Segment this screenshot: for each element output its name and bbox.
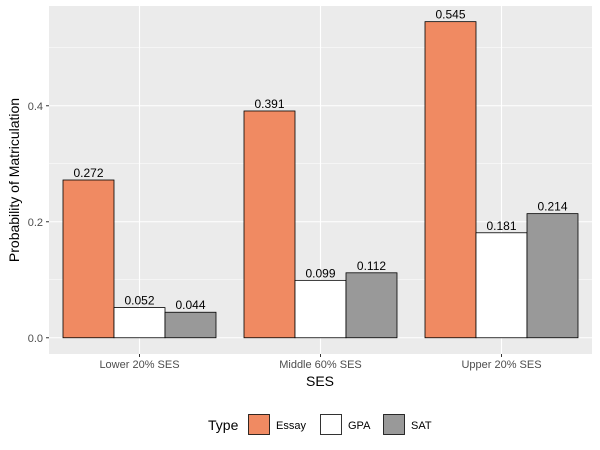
x-tick-label: Lower 20% SES — [99, 359, 179, 371]
bar-sat-middle-60-ses — [345, 272, 398, 339]
bar-sat-upper-20-ses — [526, 213, 579, 339]
x-tick-label: Upper 20% SES — [461, 359, 541, 371]
data-label-sat-middle-60-ses: 0.112 — [357, 259, 386, 273]
x-tick-label: Middle 60% SES — [279, 359, 362, 371]
legend-key-sat — [383, 414, 405, 435]
legend-key-essay — [248, 414, 270, 435]
data-label-essay-lower-20-ses: 0.272 — [73, 166, 103, 180]
legend-label-essay: Essay — [276, 420, 306, 432]
bar-gpa-middle-60-ses — [294, 279, 347, 339]
legend-title: Type — [208, 417, 239, 433]
bar-essay-upper-20-ses — [424, 21, 477, 339]
x-axis-title: SES — [306, 373, 334, 389]
y-tick-label: 0.2 — [28, 217, 43, 229]
y-axis-title: Probability of Matriculation — [6, 98, 22, 262]
legend-key-gpa — [320, 414, 342, 435]
bar-gpa-lower-20-ses — [113, 307, 166, 339]
data-label-essay-middle-60-ses: 0.391 — [254, 97, 284, 111]
data-label-sat-upper-20-ses: 0.214 — [537, 200, 567, 214]
data-label-essay-upper-20-ses: 0.545 — [435, 8, 465, 22]
data-label-layer: 0.272 0.391 0.545 0.052 0.099 0.181 0.044 0.112… — [73, 8, 567, 313]
bar-essay-middle-60-ses — [243, 110, 296, 339]
data-label-gpa-lower-20-ses: 0.052 — [124, 294, 154, 308]
bar-layer — [62, 21, 579, 339]
y-tick-label: 0.0 — [28, 333, 43, 345]
legend-label-sat: SAT — [411, 420, 432, 432]
bar-sat-lower-20-ses — [164, 311, 217, 339]
data-label-sat-lower-20-ses: 0.044 — [175, 298, 205, 312]
bar-essay-lower-20-ses — [62, 179, 115, 339]
bar-gpa-upper-20-ses — [475, 232, 528, 339]
legend: Type Essay GPA SAT — [208, 414, 432, 435]
x-axis: Lower 20% SES Middle 60% SES Upper 20% SES — [99, 354, 542, 371]
y-tick-label: 0.4 — [28, 101, 43, 113]
data-label-gpa-upper-20-ses: 0.181 — [486, 219, 516, 233]
legend-label-gpa: GPA — [348, 420, 371, 432]
data-label-gpa-middle-60-ses: 0.099 — [305, 266, 335, 280]
y-axis: 0.0 0.2 0.4 — [28, 101, 49, 345]
